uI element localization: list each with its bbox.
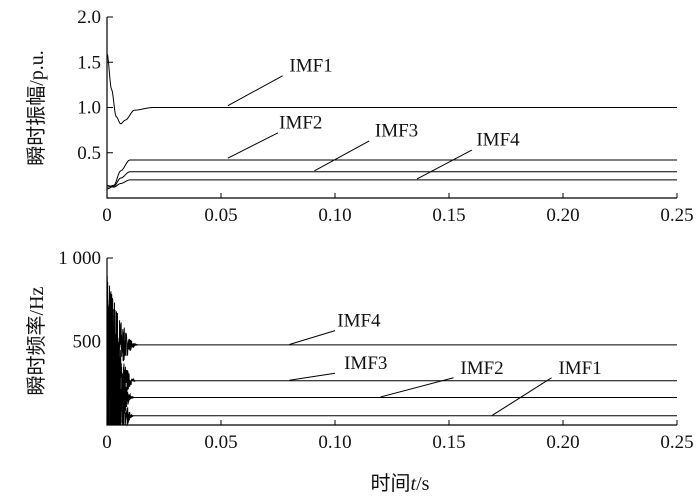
annotation-label-imf4: IMF4 <box>337 310 381 331</box>
annotation-leader-imf3 <box>289 372 336 381</box>
x-tick-label: 0 <box>102 432 112 453</box>
x-tick-label: 0.15 <box>432 432 465 453</box>
annotation-label-imf3: IMF3 <box>344 353 387 374</box>
annotation-leader-imf3 <box>314 140 370 172</box>
x-axis-label: 时间t/s <box>371 472 430 495</box>
annotation-label-imf4: IMF4 <box>476 130 520 151</box>
x-label-suffix: /s <box>416 473 430 495</box>
x-tick-label: 0.25 <box>660 432 693 453</box>
series-line-imf2 <box>106 159 677 188</box>
series-line-imf1 <box>106 282 677 427</box>
annotation-leader-imf2 <box>227 132 279 159</box>
series-line-imf3 <box>106 285 677 426</box>
annotation-leader-imf2 <box>380 377 454 398</box>
x-tick-label: 0.05 <box>204 205 237 226</box>
x-tick-label: 0.10 <box>318 205 351 226</box>
y-tick-label: 500 <box>73 332 102 353</box>
amplitude-annotations: IMF1 IMF2 IMF3 IMF4 <box>227 55 520 180</box>
annotation-label-imf1: IMF1 <box>289 55 332 76</box>
x-tick-label: 0.20 <box>546 432 579 453</box>
x-tick-label: 0.15 <box>432 205 465 226</box>
y-tick-label: 0.5 <box>77 143 101 164</box>
x-tick-label: 0.10 <box>318 432 351 453</box>
y-tick-label: 1.0 <box>77 98 101 119</box>
y-tick-label: 1.5 <box>77 52 101 73</box>
x-tick-label: 0.05 <box>204 432 237 453</box>
series-line-imf3 <box>106 171 677 190</box>
frequency-annotations: IMF4 IMF3 IMF2 IMF1 <box>289 310 602 416</box>
x-tick-label: 0 <box>102 205 112 226</box>
x-tick-label: 0.20 <box>546 205 579 226</box>
annotation-leader-imf4 <box>289 330 336 345</box>
x-label-variable: t <box>411 473 417 495</box>
annotation-label-imf2: IMF2 <box>460 358 503 379</box>
series-line-imf4 <box>106 179 677 188</box>
annotation-label-imf2: IMF2 <box>279 112 322 133</box>
series-line-imf4 <box>106 276 677 426</box>
annotation-label-imf1: IMF1 <box>558 358 601 379</box>
annotation-leader-imf1 <box>227 75 283 107</box>
amplitude-ticks: 0 0.05 0.10 0.15 0.20 0.25 0.5 1.0 1.5 2.0 <box>77 7 693 226</box>
y-tick-label: 2.0 <box>77 7 101 28</box>
x-label-prefix: 时间 <box>371 472 411 495</box>
amplitude-panel: 0 0.05 0.10 0.15 0.20 0.250.51.01.52.0 IMF1IM… <box>25 7 694 226</box>
series-line-imf1 <box>106 53 677 125</box>
amplitude-axes <box>106 17 677 199</box>
x-tick-label: 0.25 <box>660 205 693 226</box>
annotation-label-imf3: IMF3 <box>375 120 418 141</box>
frequency-y-label: 瞬时频率/Hz <box>25 286 48 395</box>
y-tick-label: 1 000 <box>58 248 101 269</box>
amplitude-traces <box>106 53 677 190</box>
annotation-leader-imf4 <box>416 149 473 180</box>
frequency-axes <box>106 258 677 426</box>
amplitude-y-label: 瞬时振幅/p.u. <box>25 50 48 166</box>
frequency-ticks: 0 0.05 0.10 0.15 0.20 0.25 500 1 000 <box>58 248 693 453</box>
annotation-leader-imf1 <box>492 377 552 416</box>
frequency-traces <box>106 276 677 427</box>
